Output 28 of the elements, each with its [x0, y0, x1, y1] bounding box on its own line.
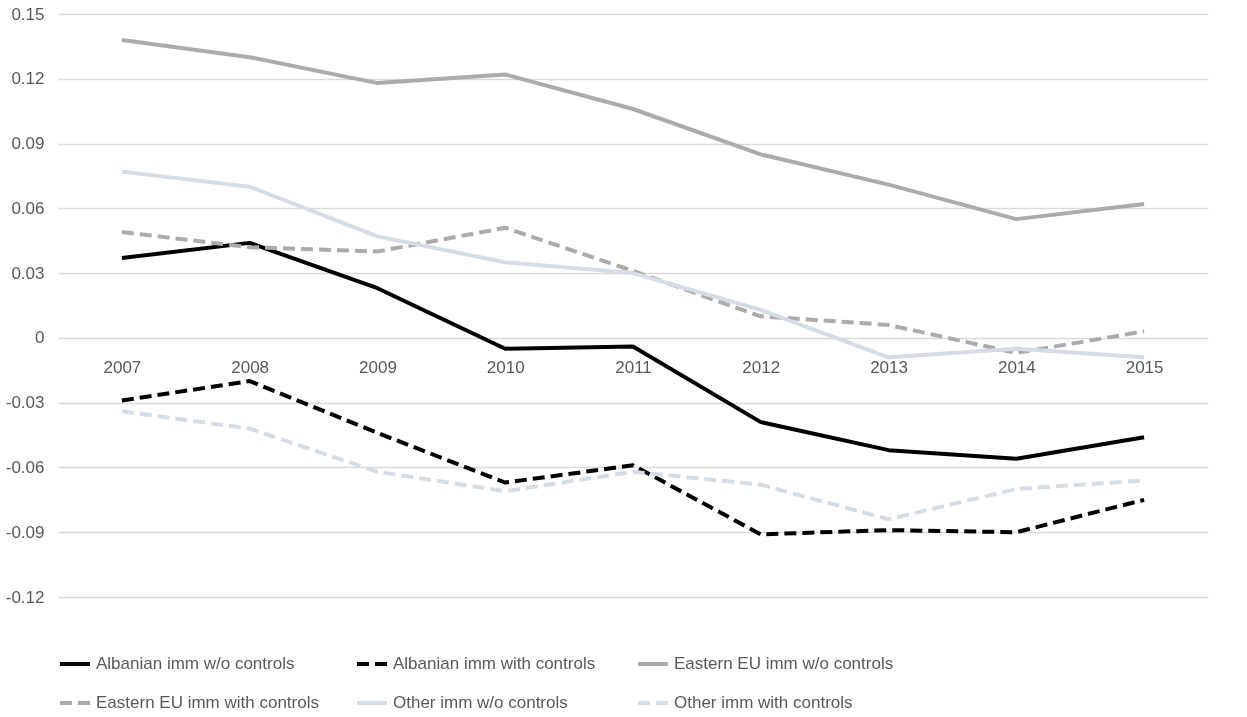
y-tick-label: 0.03	[11, 263, 45, 283]
legend-label: Albanian imm with controls	[393, 654, 596, 673]
x-tick-label: 2009	[359, 358, 397, 378]
y-tick-label: -0.12	[5, 587, 45, 607]
x-tick-label: 2007	[103, 358, 142, 378]
legend-label: Eastern EU imm with controls	[96, 693, 319, 712]
y-tick-label: 0.15	[11, 4, 45, 24]
y-tick-label: -0.06	[5, 457, 45, 477]
legend-label: Other imm w/o controls	[393, 693, 568, 712]
line-series	[119, 225, 1147, 355]
legend-label: Albanian imm w/o controls	[96, 654, 295, 673]
x-tick-label: 2015	[1125, 358, 1164, 378]
x-tick-label: 2011	[615, 358, 652, 378]
y-tick-label: 0	[35, 328, 45, 348]
x-tick-label: 2010	[486, 358, 525, 378]
y-tick-label: 0.06	[11, 198, 45, 218]
legend-label: Other imm with controls	[674, 693, 853, 712]
y-tick-label: 0.09	[11, 134, 45, 154]
legend-label: Eastern EU imm w/o controls	[674, 654, 894, 673]
x-tick-label: 2012	[742, 358, 781, 378]
line-series	[119, 379, 1147, 537]
y-tick-label: -0.09	[5, 522, 45, 542]
x-tick-label: 2014	[997, 358, 1036, 378]
x-tick-label: 2008	[231, 358, 270, 378]
y-tick-label: -0.03	[5, 393, 45, 413]
x-tick-label: 2013	[870, 358, 908, 378]
line-series	[119, 37, 1147, 222]
y-tick-label: 0.12	[11, 69, 45, 89]
